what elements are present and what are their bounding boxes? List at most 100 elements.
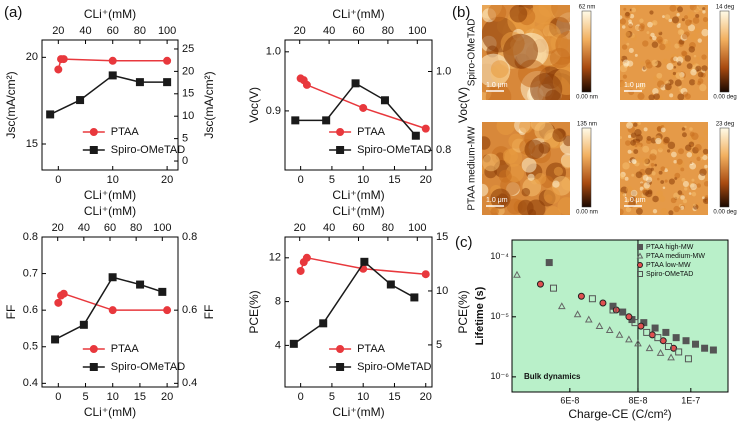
x-tick-label: 1E-7 — [681, 395, 700, 405]
x-tick-label: 20 — [161, 391, 173, 403]
afm-grain — [646, 31, 650, 34]
scale-bar-label: 1.0 μm — [624, 197, 646, 204]
afm-grain — [668, 178, 675, 185]
afm-grain — [561, 156, 570, 169]
y2-axis-label: Voc(V) — [456, 87, 470, 123]
afm-texture — [620, 5, 708, 100]
y2-tick-label: 5 — [182, 133, 188, 145]
afm-image — [482, 122, 570, 215]
color-bar — [581, 127, 592, 208]
afm-grain — [534, 122, 554, 141]
x2-tick-label: 40 — [79, 25, 91, 37]
afm-grain — [620, 173, 625, 179]
afm-grain — [690, 143, 694, 147]
afm-grain — [689, 5, 697, 11]
y-tick-label: 4 — [275, 339, 281, 351]
color-bar-min: 0.00 deg — [713, 210, 736, 216]
legend-label: Spiro-OMeTAD — [357, 144, 431, 156]
afm-grain — [658, 170, 663, 175]
x-axis-label: CLi⁺(mM) — [84, 405, 136, 419]
data-point — [360, 257, 369, 266]
afm-grain — [620, 56, 623, 60]
afm-grain — [624, 176, 629, 181]
afm-grain — [482, 136, 491, 150]
x-tick-label: 6E-8 — [560, 395, 579, 405]
x2-tick-label: 80 — [382, 222, 394, 234]
afm-grain — [663, 136, 670, 144]
x2-tick-label: 60 — [104, 222, 116, 234]
afm-grain — [641, 197, 647, 204]
afm-grain — [702, 17, 708, 23]
data-point — [599, 299, 607, 307]
afm-grain — [688, 24, 696, 32]
afm-grain — [681, 132, 687, 138]
y2-tick-label: 10 — [182, 110, 194, 122]
afm-grain — [630, 139, 637, 146]
afm-grain — [677, 93, 685, 100]
scale-bar-label: 1.0 μm — [486, 82, 508, 89]
legend-marker — [637, 244, 643, 250]
annotation: Bulk dynamics — [524, 372, 581, 381]
x-tick-label: 20 — [420, 391, 432, 403]
afm-grain — [620, 136, 622, 139]
afm-grain — [630, 189, 638, 197]
afm-grain — [631, 7, 637, 13]
y-tick-label: 10⁻⁴ — [490, 251, 509, 261]
afm-grain — [651, 171, 656, 176]
y-tick-label: 10⁻⁵ — [491, 311, 510, 321]
afm-grain — [690, 183, 697, 191]
afm-grain — [695, 7, 700, 12]
data-point — [609, 306, 617, 314]
afm-grain — [676, 13, 680, 17]
afm-grain — [673, 205, 680, 213]
legend-marker — [636, 252, 644, 259]
data-point — [654, 334, 662, 342]
x2-tick-label: 20 — [52, 25, 64, 37]
data-point — [76, 96, 85, 105]
afm-grain — [552, 180, 560, 188]
afm-grain — [697, 71, 704, 78]
afm-grain — [628, 19, 632, 24]
legend-marker — [336, 363, 345, 371]
afm-grain — [622, 25, 626, 29]
data-point — [684, 355, 692, 363]
legend-label: PTAA — [357, 126, 386, 138]
x2-tick-label: 80 — [130, 222, 142, 234]
x-tick-label: 20 — [161, 174, 173, 186]
afm-grain — [669, 122, 675, 125]
afm-grain — [543, 187, 561, 205]
afm-grain — [688, 46, 696, 53]
data-point — [675, 348, 683, 356]
afm-grain — [620, 18, 627, 25]
x-tick-label: 0 — [55, 174, 61, 186]
afm-grain — [631, 196, 636, 201]
afm-grain — [625, 11, 630, 17]
y-tick-label: 0.4 — [23, 377, 38, 389]
afm-grain — [673, 192, 680, 199]
data-point — [291, 116, 300, 125]
x2-axis-label: CLi⁺(mM) — [84, 7, 136, 21]
afm-grain — [681, 33, 688, 40]
legend-marker — [336, 146, 345, 154]
y-tick-label: 0.8 — [23, 231, 38, 243]
afm-grain — [674, 79, 682, 87]
legend-label: Spiro-OMeTAD — [111, 361, 185, 373]
afm-grain — [653, 22, 656, 25]
data-point — [645, 344, 654, 352]
data-point — [625, 335, 633, 343]
y2-tick-label: 15 — [182, 88, 194, 100]
afm-grain — [694, 80, 698, 85]
y2-tick-label: 0.8 — [436, 144, 451, 156]
afm-grain — [640, 182, 644, 186]
afm-grain — [687, 11, 695, 19]
data-point — [386, 280, 395, 289]
data-point — [302, 253, 311, 262]
afm-grain — [626, 82, 631, 87]
afm-grain — [694, 144, 702, 151]
afm-grain — [701, 196, 705, 200]
afm-grain — [498, 169, 512, 183]
data-point — [664, 343, 672, 351]
plot-frame — [41, 39, 179, 171]
legend-label: PTAA medium-MW — [646, 253, 705, 260]
x-axis-label: CLi⁺(mM) — [332, 188, 384, 202]
